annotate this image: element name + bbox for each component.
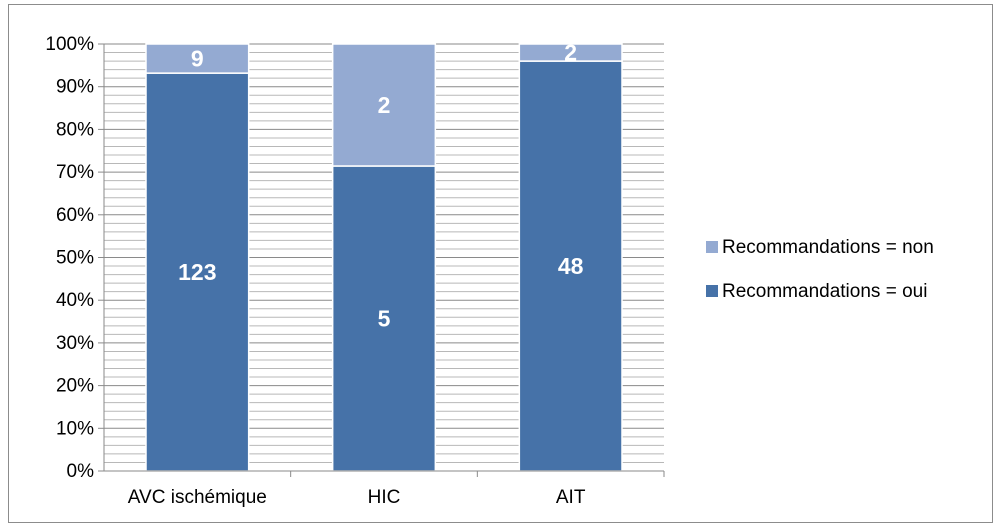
legend-label: Recommandations = oui (722, 281, 927, 302)
data-label: 2 (378, 92, 391, 118)
x-category-label: AIT (556, 487, 586, 508)
stacked-bar-chart: 123 9 5 2 48 2 0% 10% 20% 30% 40% 50% 60% 70% 80% 90% 1… (45, 34, 934, 508)
legend-swatch (706, 241, 718, 253)
legend-swatch (706, 285, 718, 297)
data-label: 2 (564, 40, 577, 66)
bar-segment (145, 43, 250, 74)
legend: Recommandations = non Recommandations = o… (706, 237, 934, 302)
bar-segment (331, 43, 437, 167)
bar-segment (331, 165, 437, 472)
y-tick-label: 20% (56, 376, 94, 397)
y-tick-label: 10% (56, 418, 94, 439)
x-axis-category-labels: AVC ischémique HIC AIT (128, 487, 586, 508)
y-tick-label: 50% (56, 248, 94, 269)
x-category-label: HIC (368, 487, 401, 508)
bar-segment (518, 60, 623, 472)
y-tick-label: 60% (56, 205, 94, 226)
data-label: 9 (191, 46, 204, 72)
x-category-label: AVC ischémique (128, 487, 267, 508)
chart-frame: 123 9 5 2 48 2 0% 10% 20% 30% 40% 50% 60% 70% 80% 90% 1… (8, 4, 993, 523)
bar-segment (518, 43, 623, 62)
data-label: 48 (558, 253, 584, 279)
bar-segment (145, 72, 250, 472)
y-axis-tick-labels: 0% 10% 20% 30% 40% 50% 60% 70% 80% 90% 100% (45, 34, 94, 482)
y-tick-label: 30% (56, 333, 94, 354)
y-tick-label: 0% (67, 461, 95, 482)
y-tick-label: 90% (56, 77, 94, 98)
bars: 123 9 5 2 48 2 (145, 40, 623, 472)
legend-label: Recommandations = non (722, 237, 934, 258)
data-label: 123 (178, 259, 216, 285)
y-tick-label: 80% (56, 119, 94, 140)
axes (98, 43, 665, 477)
data-label: 5 (378, 306, 391, 332)
y-tick-label: 40% (56, 290, 94, 311)
y-tick-label: 100% (45, 34, 94, 55)
y-tick-label: 70% (56, 162, 94, 183)
